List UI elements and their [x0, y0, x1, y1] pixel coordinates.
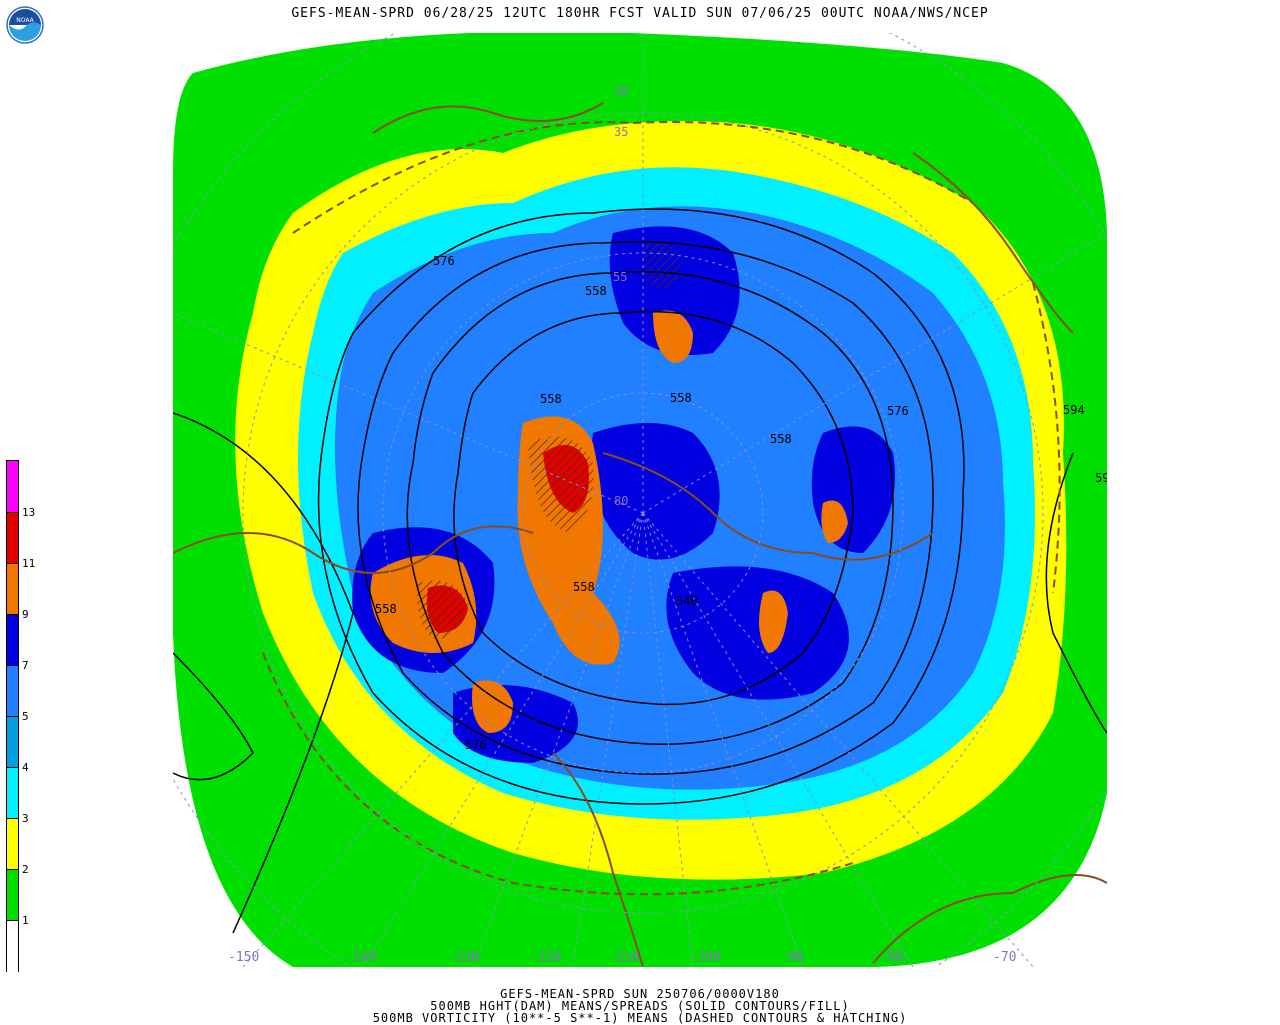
footer-line-2: 500MB HGHT(DAM) MEANS/SPREADS (SOLID CON…: [430, 999, 850, 1013]
colorbar: [6, 460, 19, 973]
forecast-map: 576 558 558 558 558 558 558 540 576 576 …: [173, 33, 1107, 967]
coastline-2: [552, 752, 644, 967]
colorbar-swatch: [7, 768, 18, 819]
height-label-3: 558: [540, 392, 562, 406]
vorticity-hatch-c: [641, 240, 683, 289]
meridian-1: [242, 512, 644, 967]
height-contour-6: [1045, 452, 1107, 734]
colorbar-swatch: [7, 717, 18, 768]
longitude-label: -70: [993, 950, 1017, 965]
coastline-4: [602, 452, 934, 561]
height-contour-2: [357, 241, 934, 775]
latitude-label-4: 80: [614, 494, 628, 508]
longitude-label: -130: [448, 950, 480, 965]
height-label-2: 558: [585, 284, 607, 298]
vorticity-contour-3: [1032, 282, 1061, 594]
svg-text:NOAA: NOAA: [16, 17, 34, 24]
spread-fill-blue-c: [666, 566, 849, 700]
meridian-6: [642, 512, 804, 967]
colorbar-swatch: [7, 461, 18, 513]
longitude-label: -100: [690, 950, 722, 965]
chart-title: GEFS-MEAN-SPRD 06/28/25 12UTC 180HR FCST…: [291, 6, 989, 21]
coastline-3: [872, 874, 1107, 964]
height-label-8: 540: [676, 594, 698, 608]
height-label-5: 558: [770, 432, 792, 446]
height-contour-3: [406, 271, 894, 745]
height-contour-5: [173, 412, 354, 934]
height-label-12: 59: [1095, 471, 1107, 485]
spread-fill-orange-e: [759, 590, 788, 653]
height-label-4: 558: [670, 391, 692, 405]
vorticity-hatch-a: [528, 436, 594, 533]
latitude-label-2: 35: [614, 125, 628, 139]
meridian-11: [173, 312, 644, 514]
colorbar-label: 5: [22, 710, 29, 723]
colorbar-swatch: [7, 819, 18, 870]
coastline-5: [372, 102, 604, 134]
colorbar-swatch: [7, 513, 18, 564]
latitude-circle-2: [382, 252, 904, 774]
longitude-label: -150: [228, 950, 260, 965]
colorbar-swatch: [7, 870, 18, 921]
colorbar-swatch: [7, 564, 18, 615]
height-label-7: 558: [375, 602, 397, 616]
latitude-label-3: 55: [613, 270, 627, 284]
height-label-10: 576: [465, 738, 487, 752]
longitude-label: -140: [345, 950, 377, 965]
noaa-logo-icon: NOAA: [6, 6, 44, 44]
coastline-6: [912, 152, 1074, 334]
colorbar-swatch: [7, 615, 18, 666]
height-label-9: 576: [887, 404, 909, 418]
colorbar-swatch: [7, 666, 18, 717]
longitude-label: -110: [608, 950, 640, 965]
colorbar-label: 1: [22, 914, 29, 927]
latitude-circle-1: [522, 392, 764, 634]
footer-line-3: 500MB VORTICITY (10**-5 S**-1) MEANS (DA…: [372, 1011, 908, 1025]
colorbar-label: 9: [22, 608, 29, 621]
spread-fill-orange-f: [821, 500, 848, 543]
height-label-6: 558: [573, 580, 595, 594]
vorticity-contour-1: [292, 121, 974, 234]
footer-line-1: GEFS-MEAN-SPRD SUN 250706/0000V180: [500, 987, 780, 1001]
height-label-1: 576: [433, 254, 455, 268]
colorbar-label: 3: [22, 812, 29, 825]
longitude-label: -90: [780, 950, 804, 965]
longitude-label: -80: [880, 950, 904, 965]
meridian-5: [642, 512, 694, 967]
colorbar-label: 13: [22, 506, 36, 519]
coastline-1: [173, 525, 534, 574]
height-contour-4: [453, 310, 854, 706]
colorbar-swatch: [7, 921, 18, 973]
height-contour-1: [317, 208, 965, 805]
colorbar-label: 7: [22, 659, 29, 672]
spread-fill-orange-c: [653, 310, 693, 363]
height-label-11: 594: [1063, 403, 1085, 417]
meridian-2: [362, 512, 644, 967]
longitude-label: -120: [530, 950, 562, 965]
spread-fill-blue-a: [591, 423, 720, 560]
colorbar-label: 11: [22, 557, 36, 570]
vorticity-contour-2: [262, 652, 854, 896]
meridian-8: [642, 512, 1034, 967]
colorbar-label: 4: [22, 761, 29, 774]
height-contour-7: [173, 652, 254, 781]
latitude-label-1: 30: [614, 84, 628, 98]
colorbar-label: 2: [22, 863, 29, 876]
spread-fill-orange-d: [472, 680, 513, 733]
